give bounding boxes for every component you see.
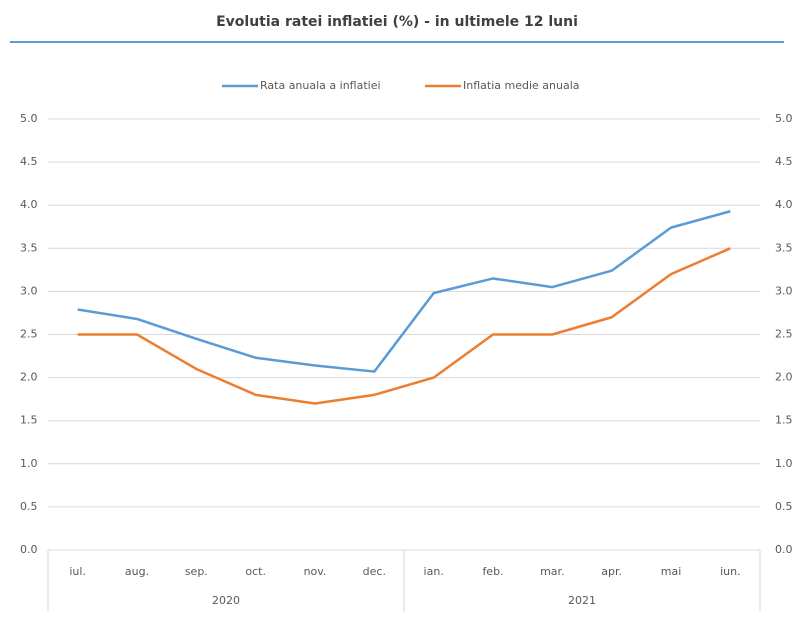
y2-tick-label: 4.5 — [775, 155, 793, 168]
x-group-label: 2020 — [212, 594, 240, 607]
legend-label: Inflatia medie anuala — [463, 79, 580, 92]
y2-tick-label: 0.0 — [775, 543, 793, 556]
x-tick-label: sep. — [185, 565, 208, 578]
y-tick-label: 0.0 — [20, 543, 38, 556]
y-tick-label: 1.0 — [20, 457, 38, 470]
y2-tick-label: 4.0 — [775, 198, 793, 211]
x-tick-label: mai — [661, 565, 682, 578]
x-tick-label: dec. — [363, 565, 386, 578]
x-tick-label: iul. — [69, 565, 86, 578]
y2-tick-label: 2.5 — [775, 328, 793, 341]
series-line — [77, 210, 731, 373]
x-tick-label: oct. — [245, 565, 266, 578]
y-tick-label: 2.0 — [20, 371, 38, 384]
x-tick-label: mar. — [540, 565, 564, 578]
x-group-label: 2021 — [568, 594, 596, 607]
y-tick-label: 4.0 — [20, 198, 38, 211]
x-tick-label: aug. — [125, 565, 149, 578]
x-tick-label: iun. — [720, 565, 741, 578]
y-tick-label: 3.0 — [20, 284, 38, 297]
legend-label: Rata anuala a inflatiei — [260, 79, 381, 92]
y2-tick-label: 5.0 — [775, 112, 793, 125]
chart-title: Evolutia ratei inflatiei (%) - in ultime… — [216, 14, 578, 30]
y-tick-label: 2.5 — [20, 328, 38, 341]
y2-tick-label: 2.0 — [775, 371, 793, 384]
x-tick-label: apr. — [601, 565, 622, 578]
y2-tick-label: 3.5 — [775, 241, 793, 254]
y-tick-label: 0.5 — [20, 500, 38, 513]
x-tick-label: nov. — [304, 565, 327, 578]
y-tick-label: 3.5 — [20, 241, 38, 254]
y-tick-label: 4.5 — [20, 155, 38, 168]
x-tick-label: ian. — [424, 565, 444, 578]
x-tick-label: feb. — [482, 565, 503, 578]
y2-tick-label: 0.5 — [775, 500, 793, 513]
y-tick-label: 5.0 — [20, 112, 38, 125]
y2-tick-label: 3.0 — [775, 284, 793, 297]
y2-tick-label: 1.5 — [775, 414, 793, 427]
y2-tick-label: 1.0 — [775, 457, 793, 470]
y-tick-label: 1.5 — [20, 414, 38, 427]
series-line — [77, 247, 731, 405]
